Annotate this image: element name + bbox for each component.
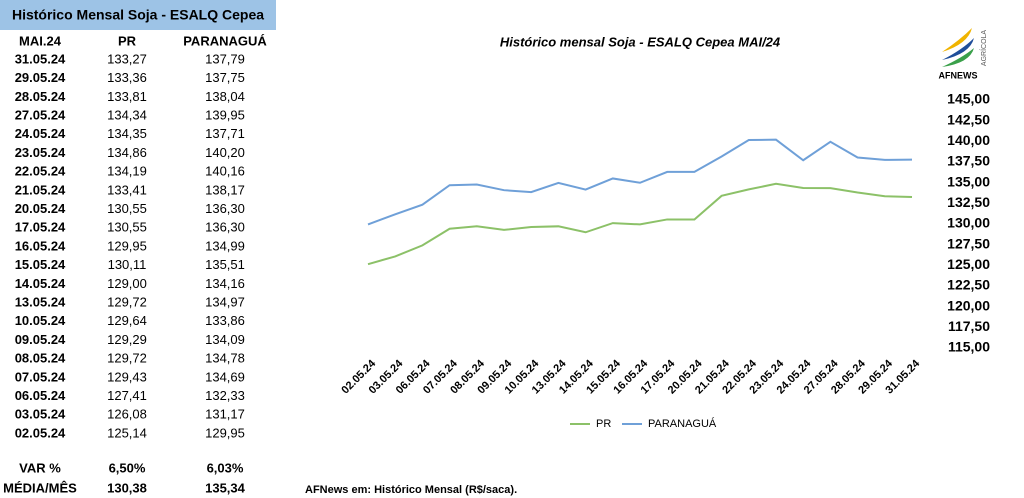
table-cell: 133,86 bbox=[205, 313, 245, 328]
table-cell: 136,30 bbox=[205, 220, 245, 235]
y-tick-label: 135,00 bbox=[947, 173, 990, 189]
logo-tag: AGRÍCOLA bbox=[979, 30, 988, 67]
table-cell: 137,75 bbox=[205, 70, 245, 85]
table-header-bg bbox=[0, 0, 276, 30]
table-cell: 134,99 bbox=[205, 238, 245, 253]
table-cell: 134,97 bbox=[205, 295, 245, 310]
y-tick-label: 142,50 bbox=[947, 111, 990, 127]
table-cell: 134,19 bbox=[107, 164, 147, 179]
table-cell: 02.05.24 bbox=[15, 425, 66, 440]
table-cell: 129,64 bbox=[107, 313, 147, 328]
table-cell: 138,04 bbox=[205, 89, 245, 104]
table-cell: 133,81 bbox=[107, 89, 147, 104]
table-cell: 07.05.24 bbox=[15, 369, 66, 384]
table-cell: 134,78 bbox=[205, 351, 245, 366]
table-cell: 138,17 bbox=[205, 182, 245, 197]
y-tick-label: 115,00 bbox=[948, 339, 990, 355]
y-tick-label: 127,50 bbox=[947, 235, 990, 251]
table-cell: 139,95 bbox=[205, 108, 245, 123]
y-tick-label: 140,00 bbox=[947, 132, 990, 148]
summary-cell: 130,38 bbox=[107, 480, 147, 495]
table-cell: 134,86 bbox=[107, 145, 147, 160]
table-cell: 17.05.24 bbox=[15, 220, 66, 235]
y-tick-label: 117,50 bbox=[948, 318, 990, 334]
table-cell: 133,27 bbox=[107, 51, 147, 66]
table-cell: 133,36 bbox=[107, 70, 147, 85]
table-cell: 23.05.24 bbox=[15, 145, 66, 160]
y-tick-label: 122,50 bbox=[947, 277, 990, 293]
table-cell: 140,16 bbox=[205, 164, 245, 179]
legend-label: PR bbox=[596, 418, 611, 430]
summary-cell: MÉDIA/MÊS bbox=[3, 480, 77, 495]
table-cell: 129,72 bbox=[107, 295, 147, 310]
table-cell: 134,69 bbox=[205, 369, 245, 384]
table-cell: 08.05.24 bbox=[15, 351, 66, 366]
table-cell: 06.05.24 bbox=[15, 388, 66, 403]
table-cell: 09.05.24 bbox=[15, 332, 66, 347]
table-cell: 22.05.24 bbox=[15, 164, 66, 179]
table-cell: 29.05.24 bbox=[15, 70, 66, 85]
logo-name: AFNEWS bbox=[939, 70, 978, 80]
table-cell: 129,43 bbox=[107, 369, 147, 384]
y-tick-label: 130,00 bbox=[947, 215, 990, 231]
table-cell: 137,71 bbox=[205, 126, 245, 141]
y-tick-label: 132,50 bbox=[947, 194, 990, 210]
table-cell: 125,14 bbox=[107, 425, 147, 440]
table-cell: 27.05.24 bbox=[15, 108, 66, 123]
table-cell: 16.05.24 bbox=[15, 238, 66, 253]
table-cell: 129,29 bbox=[107, 332, 147, 347]
table-cell: 140,20 bbox=[205, 145, 245, 160]
logo: AFNEWS AGRÍCOLA bbox=[939, 28, 988, 80]
table-cell: 28.05.24 bbox=[15, 89, 66, 104]
table-cell: 134,34 bbox=[107, 108, 147, 123]
table-cell: 134,09 bbox=[205, 332, 245, 347]
y-tick-label: 120,00 bbox=[947, 297, 990, 313]
table-cell: 31.05.24 bbox=[15, 51, 66, 66]
table-cell: 15.05.24 bbox=[15, 257, 66, 272]
column-header: PR bbox=[118, 33, 137, 48]
table-cell: 24.05.24 bbox=[15, 126, 66, 141]
series-line bbox=[367, 182, 913, 266]
table-cell: 133,41 bbox=[107, 182, 147, 197]
table-cell: 03.05.24 bbox=[15, 407, 66, 422]
table-cell: 136,30 bbox=[205, 201, 245, 216]
summary-cell: VAR % bbox=[19, 460, 61, 475]
table-cell: 126,08 bbox=[107, 407, 147, 422]
footer: AFNews em: Histórico Mensal (R$/saca). bbox=[305, 484, 517, 496]
logo-leaf bbox=[942, 48, 974, 67]
table-cell: 129,72 bbox=[107, 351, 147, 366]
table-cell: 14.05.24 bbox=[15, 276, 66, 291]
table-cell: 129,95 bbox=[107, 238, 147, 253]
table-cell: 132,33 bbox=[205, 388, 245, 403]
y-tick-label: 137,50 bbox=[947, 153, 990, 169]
table-cell: 21.05.24 bbox=[15, 182, 66, 197]
table-cell: 130,55 bbox=[107, 201, 147, 216]
summary-cell: 6,03% bbox=[207, 460, 244, 475]
column-header: MAI.24 bbox=[19, 33, 62, 48]
table-cell: 129,00 bbox=[107, 276, 147, 291]
chart-title: Histórico mensal Soja - ESALQ Cepea MAI/… bbox=[500, 34, 781, 49]
y-tick-label: 145,00 bbox=[947, 91, 990, 107]
table-cell: 13.05.24 bbox=[15, 295, 66, 310]
table-cell: 127,41 bbox=[107, 388, 147, 403]
table-cell: 134,16 bbox=[205, 276, 245, 291]
table-title: Histórico Mensal Soja - ESALQ Cepea bbox=[12, 7, 264, 23]
table-cell: 134,35 bbox=[107, 126, 147, 141]
table-cell: 137,79 bbox=[205, 51, 245, 66]
series-line bbox=[367, 138, 913, 226]
table-cell: 129,95 bbox=[205, 425, 245, 440]
column-header: PARANAGUÁ bbox=[183, 33, 267, 48]
summary-cell: 6,50% bbox=[109, 460, 146, 475]
table-cell: 131,17 bbox=[205, 407, 245, 422]
table-cell: 20.05.24 bbox=[15, 201, 66, 216]
table-cell: 130,11 bbox=[108, 257, 147, 272]
legend-label: PARANAGUÁ bbox=[648, 417, 717, 430]
y-tick-label: 125,00 bbox=[947, 256, 990, 272]
summary-cell: 135,34 bbox=[205, 480, 246, 495]
table-cell: 130,55 bbox=[107, 220, 147, 235]
table-cell: 10.05.24 bbox=[15, 313, 66, 328]
table-cell: 135,51 bbox=[205, 257, 245, 272]
